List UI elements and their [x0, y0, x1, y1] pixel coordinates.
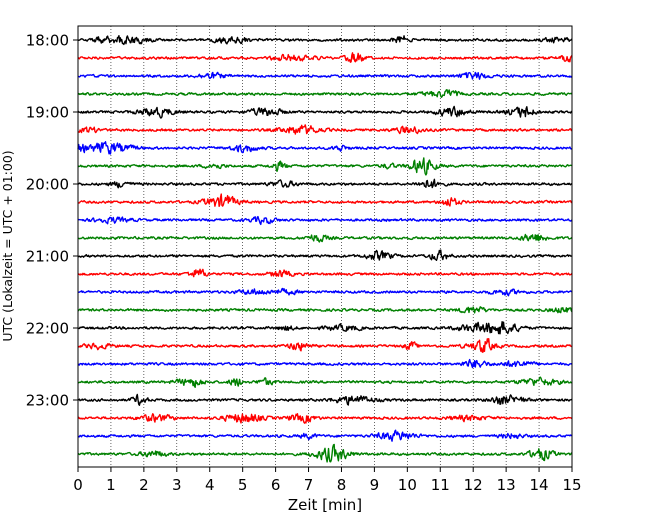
trace-22 — [77, 429, 573, 442]
x-tick-label-6: 6 — [271, 476, 281, 494]
plot-background — [78, 26, 572, 467]
trace-20 — [77, 393, 573, 406]
trace-8 — [77, 178, 573, 189]
trace-16 — [77, 321, 573, 335]
y-tick-label-18:00: 18:00 — [26, 32, 69, 50]
trace-14 — [77, 287, 573, 297]
x-tick-label-3: 3 — [172, 476, 182, 494]
trace-5 — [77, 124, 573, 135]
trace-15 — [77, 306, 573, 314]
x-tick-label-12: 12 — [464, 476, 483, 494]
trace-19 — [77, 376, 573, 388]
trace-7 — [77, 157, 573, 176]
trace-1 — [77, 52, 573, 63]
x-tick-label-14: 14 — [530, 476, 549, 494]
x-tick-label-4: 4 — [205, 476, 215, 494]
trace-13 — [77, 268, 573, 278]
x-tick-label-11: 11 — [431, 476, 450, 494]
y-tick-label-22:00: 22:00 — [26, 320, 69, 338]
trace-group — [77, 34, 573, 463]
trace-6 — [77, 141, 573, 155]
trace-11 — [77, 233, 573, 243]
y-axis-label: UTC (Lokalzeit = UTC + 01:00) — [0, 150, 15, 341]
x-axis-label: Zeit [min] — [288, 496, 362, 514]
plot-frame — [77, 25, 573, 468]
x-tick-label-9: 9 — [370, 476, 380, 494]
x-tick-label-0: 0 — [73, 476, 83, 494]
trace-9 — [77, 193, 573, 208]
y-tick-label-19:00: 19:00 — [26, 104, 69, 122]
trace-18 — [77, 358, 573, 369]
x-tick-label-13: 13 — [497, 476, 516, 494]
trace-17 — [77, 337, 573, 353]
x-tick-label-15: 15 — [562, 476, 581, 494]
y-tick-label-21:00: 21:00 — [26, 248, 69, 266]
x-tick-label-8: 8 — [337, 476, 347, 494]
x-axis-ticks: 0 1 2 3 4 5 6 7 8 9 10 11 12 13 14 15 — [73, 467, 582, 494]
x-tick-label-10: 10 — [398, 476, 417, 494]
trace-12 — [77, 249, 573, 261]
y-tick-label-20:00: 20:00 — [26, 176, 69, 194]
trace-21 — [77, 413, 573, 424]
x-tick-label-2: 2 — [139, 476, 149, 494]
trace-10 — [77, 215, 573, 226]
x-tick-label-1: 1 — [106, 476, 116, 494]
trace-2 — [77, 71, 573, 80]
y-axis-ticks: 18:00 19:00 20:00 21:00 22:00 23:00 — [26, 32, 78, 410]
trace-23 — [77, 443, 573, 463]
x-tick-label-5: 5 — [238, 476, 248, 494]
x-tick-label-7: 7 — [304, 476, 314, 494]
trace-3 — [77, 89, 573, 98]
y-tick-label-23:00: 23:00 — [26, 392, 69, 410]
trace-4 — [77, 105, 573, 119]
trace-0 — [77, 34, 573, 46]
